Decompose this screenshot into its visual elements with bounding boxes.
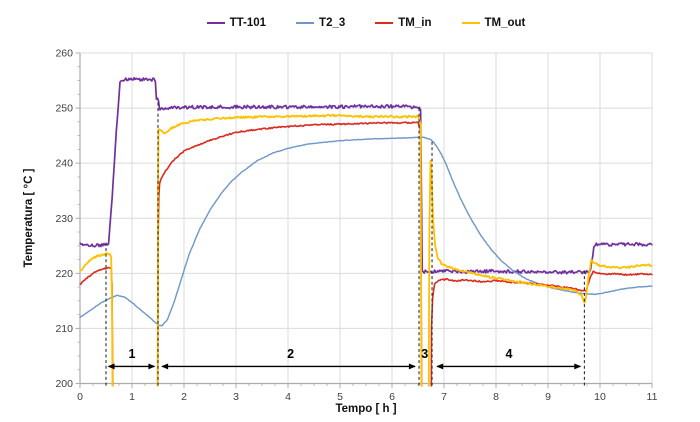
x-tick-label: 8: [493, 391, 499, 403]
chart-legend: TT-101 T2_3 TM_in TM_out: [80, 17, 652, 29]
y-tick-label: 210: [55, 323, 73, 335]
arrowhead-left-icon: [107, 363, 115, 370]
legend-item-T2_3: T2_3: [296, 17, 345, 29]
legend-line-swatch-icon: [206, 21, 225, 25]
x-tick-label: 1: [129, 391, 135, 403]
series-group: [79, 76, 653, 387]
series-line-TT-101: [79, 76, 653, 275]
series-line-TM_in: [430, 270, 653, 387]
x-tick-label: 3: [233, 391, 239, 403]
legend-label: TM_out: [484, 17, 526, 29]
x-tick-label: 9: [545, 391, 551, 403]
arrowhead-left-icon: [436, 363, 444, 370]
x-tick-label: 11: [647, 391, 658, 403]
arrowhead-right-icon: [574, 363, 582, 370]
legend-item-TM_in: TM_in: [375, 17, 432, 29]
x-tick-label: 7: [441, 391, 447, 403]
legend-label: TT-101: [229, 17, 267, 29]
y-tick-label: 230: [55, 213, 73, 225]
series-line-TM_in: [156, 121, 423, 387]
legend-line-swatch-icon: [375, 21, 394, 25]
tick-labels: 0 1 2 3 4 5 6 7 8 9 10 11 200 210 220 230 240 250 260: [55, 48, 657, 404]
y-tick-label: 200: [55, 378, 73, 390]
y-tick-label: 240: [55, 158, 73, 170]
x-tick-label: 2: [181, 391, 187, 403]
series-line-TM_out: [427, 159, 653, 387]
arrowhead-right-icon: [148, 363, 156, 370]
arrowhead-left-icon: [161, 363, 169, 370]
legend-item-TT-101: TT-101: [206, 17, 267, 29]
region-label-4: 4: [506, 347, 513, 361]
region-label-3: 3: [421, 347, 428, 361]
series-line-T2_3: [79, 136, 653, 327]
series-line-TM_in: [79, 266, 114, 387]
x-tick-label: 0: [77, 391, 83, 403]
series-line-TM_out: [79, 252, 114, 387]
x-tick-label: 6: [389, 391, 395, 403]
y-tick-label: 250: [55, 103, 73, 115]
x-tick-label: 5: [337, 391, 343, 403]
gridlines: [79, 52, 653, 384]
y-axis-title: Temperatura [ °C ]: [23, 168, 35, 268]
legend-line-swatch-icon: [461, 21, 480, 25]
axes: [75, 52, 653, 388]
x-tick-label: 4: [285, 391, 291, 403]
legend-label: TM_in: [398, 17, 432, 29]
x-tick-label: 10: [594, 391, 606, 403]
legend-item-TM_out: TM_out: [461, 17, 526, 29]
region-label-2: 2: [287, 347, 294, 361]
y-tick-label: 260: [55, 48, 73, 60]
arrowhead-right-icon: [408, 363, 416, 370]
series-line-TM_out: [156, 113, 423, 387]
legend-line-swatch-icon: [296, 21, 315, 25]
annotations: 1 2 3 4: [105, 99, 585, 386]
y-tick-label: 220: [55, 268, 73, 280]
legend-label: T2_3: [319, 17, 346, 29]
x-axis-title: Tempo [ h ]: [335, 403, 397, 415]
region-label-1: 1: [129, 347, 136, 361]
